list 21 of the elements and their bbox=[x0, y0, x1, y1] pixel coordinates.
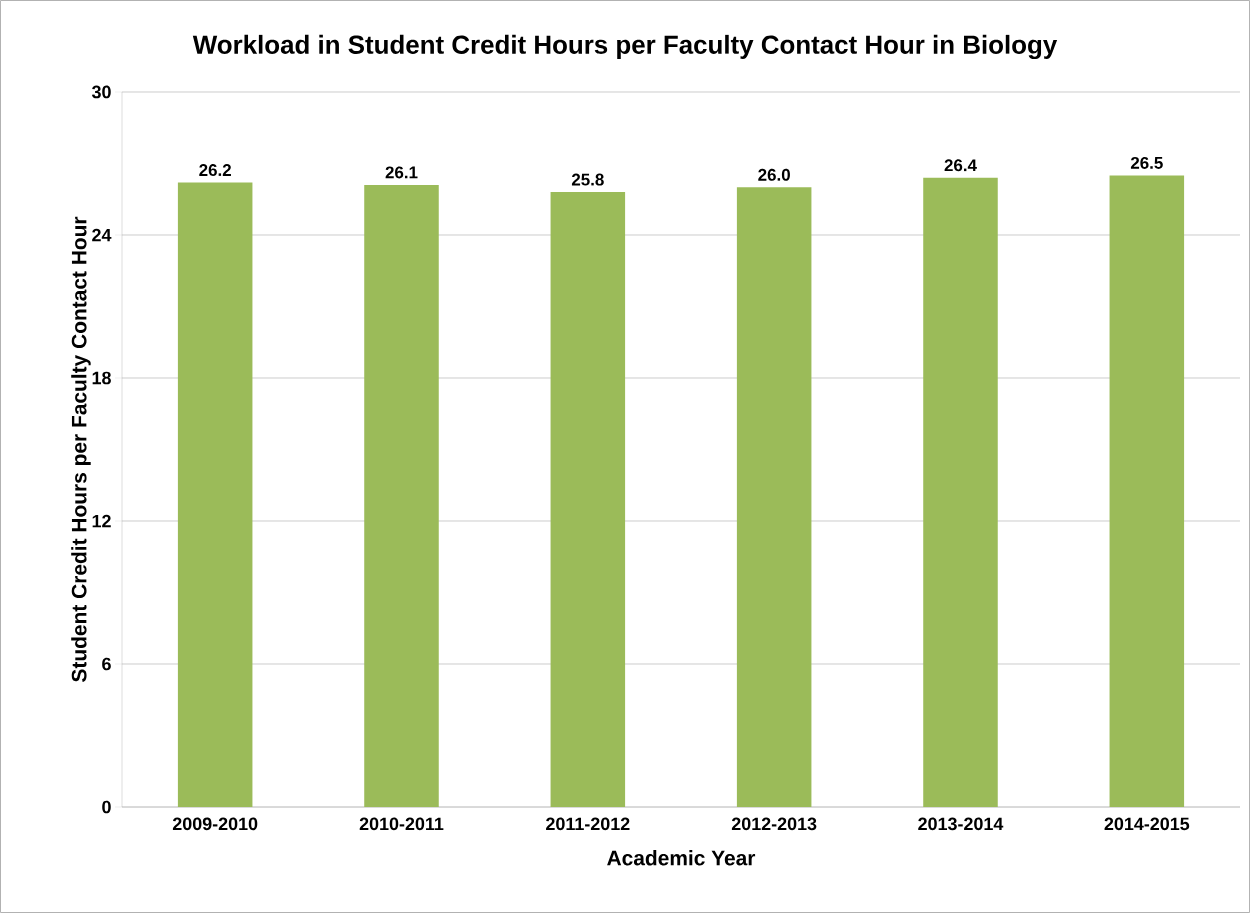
y-tick-label: 0 bbox=[102, 800, 111, 814]
y-tick-label: 18 bbox=[92, 371, 111, 385]
data-label: 26.1 bbox=[385, 166, 418, 179]
data-label: 26.0 bbox=[758, 168, 790, 181]
y-tick-label: 12 bbox=[92, 514, 111, 528]
x-tick-label: 2009-2010 bbox=[172, 817, 258, 831]
x-tick-label: 2014-2015 bbox=[1104, 817, 1190, 831]
x-tick-label: 2013-2014 bbox=[918, 817, 1004, 831]
chart-title: Workload in Student Credit Hours per Faculty Contact Hour in Biology bbox=[192, 34, 1058, 60]
x-tick-label: 2010-2011 bbox=[359, 817, 444, 831]
data-label: 26.5 bbox=[1130, 156, 1163, 169]
y-tick-label: 6 bbox=[102, 657, 111, 671]
x-tick-label: 2011-2012 bbox=[546, 817, 630, 831]
y-tick-label: 24 bbox=[92, 228, 112, 242]
x-axis-title: Academic Year bbox=[607, 850, 756, 866]
data-label: 25.8 bbox=[571, 173, 604, 186]
y-tick-label: 30 bbox=[91, 85, 111, 99]
data-label: 26.2 bbox=[199, 164, 231, 177]
y-axis-title: Student Credit Hours per Faculty Contact Hour bbox=[71, 216, 91, 682]
x-tick-label: 2012-2013 bbox=[731, 817, 817, 831]
data-label: 26.4 bbox=[944, 159, 977, 172]
